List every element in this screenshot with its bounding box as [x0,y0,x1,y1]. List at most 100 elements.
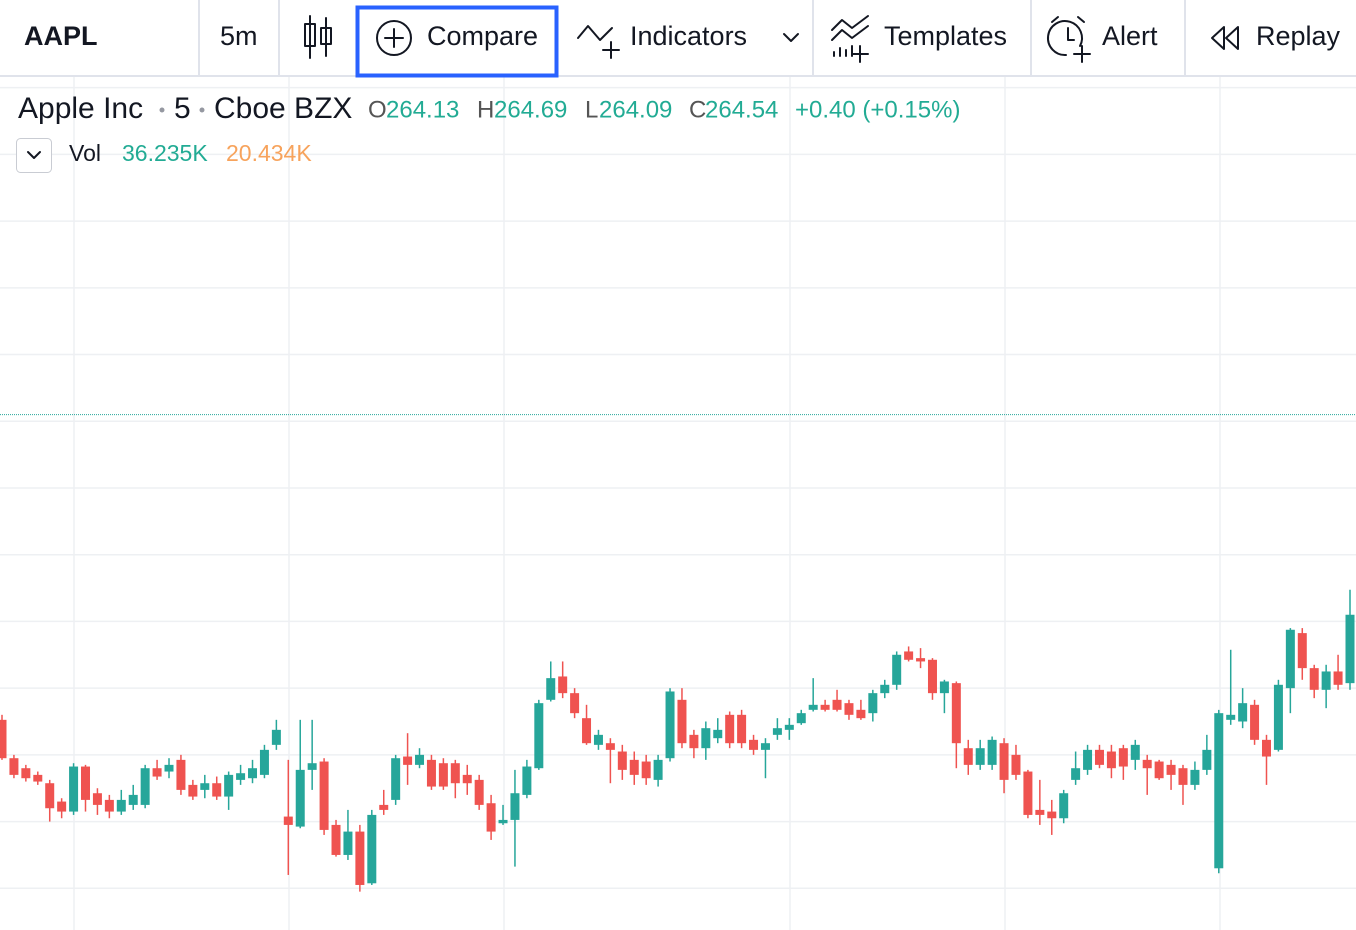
candle-body [617,751,627,770]
candle-body [701,728,711,749]
candle-body [1226,714,1236,720]
candle-body [820,704,830,710]
candle-body [271,729,281,745]
templates-icon[interactable] [831,15,869,63]
candle-body [1178,768,1188,785]
candle-body [593,734,603,745]
candle-body [474,779,484,805]
candle-body [307,763,317,770]
icon [304,23,316,47]
candle-body [128,794,138,805]
candle-body [188,784,198,797]
candle-body [999,743,1009,780]
candle-body [629,759,639,775]
separator-dot [199,107,205,113]
candle-body [892,654,902,685]
separator-dot [159,107,165,113]
icon [376,20,412,56]
replay-button[interactable]: Replay [1256,21,1341,51]
candle-body [1321,671,1331,690]
candle-body [1035,809,1045,815]
symbol-button[interactable]: AAPL [24,21,98,51]
candle-body [379,804,389,810]
interval-button[interactable]: 5m [220,21,258,51]
indicators-icon[interactable] [577,25,613,41]
icon [320,27,332,45]
compare-icon[interactable] [376,20,412,56]
candle-body [546,678,556,700]
candle-body [1106,751,1116,769]
candle-body [796,713,806,724]
templates-button[interactable]: Templates [884,21,1007,51]
candle-body [498,819,508,824]
candle-body [116,799,126,812]
candle-body [224,774,234,797]
candle-body [522,766,532,795]
candle-body [558,676,568,694]
candle-body [1214,713,1224,869]
candle-body [1190,769,1200,785]
ohlc-value: 264.54 [705,96,778,123]
volume-toggle[interactable] [16,138,52,173]
candle-body [963,748,973,765]
candle-body [283,816,293,825]
candle-body [486,803,496,832]
compare-button[interactable]: Compare [427,21,538,51]
focus-outline [355,5,559,78]
candle-body [749,739,759,750]
candle-body [570,693,580,714]
candle-body [45,783,55,809]
indicators-icon[interactable] [602,41,620,59]
candle-body [832,699,842,710]
candle-body [641,761,651,779]
ohlc-value: 264.09 [599,96,672,123]
candle-body [737,714,747,744]
volume-toggle-chevron[interactable] [27,151,41,159]
candle-body [248,768,258,779]
candle-body [1094,749,1104,765]
candle-body [176,759,186,790]
candle-body [510,793,520,820]
instrument-interval: 5 [174,92,191,125]
candle-body [1047,811,1057,819]
candle-body [403,756,413,765]
alert-button[interactable]: Alert [1102,21,1158,51]
candle-body [725,714,735,744]
candle-body [21,768,31,779]
candle-body [92,793,102,805]
ohlc-label: L [585,96,598,123]
candle-body [760,743,770,750]
candle-body [1238,703,1248,722]
candle-body [784,724,794,730]
candle-body [164,764,174,772]
candle-body [653,759,663,780]
candle-body [951,683,961,744]
indicators-button[interactable]: Indicators [630,21,747,51]
candle-body [1059,793,1069,819]
candle-body [259,749,269,775]
volume-ma-value: 20.434K [226,140,312,166]
candle-body [534,703,544,769]
replay-icon[interactable] [1211,26,1239,50]
candle-body [1202,749,1212,770]
candle-body [343,831,353,855]
candle-body [140,768,150,805]
alert-icon[interactable] [1047,16,1091,63]
candle-body [1118,748,1128,767]
candle-body [426,759,436,787]
ohlc-label: H [477,96,494,123]
candle-body [713,729,723,739]
candle-body [104,799,114,812]
candle-body [689,734,699,749]
candle-body [367,814,377,884]
candle-body [605,743,615,750]
dropdown-chevron[interactable] [783,33,799,42]
candle-body [1309,668,1319,690]
chart-type-button[interactable] [304,15,332,59]
candle-body [665,691,675,759]
candle-body [582,718,592,744]
volume-value: 36.235K [122,140,208,166]
candle-body [1261,739,1271,757]
toolbar-bg [0,0,1356,76]
